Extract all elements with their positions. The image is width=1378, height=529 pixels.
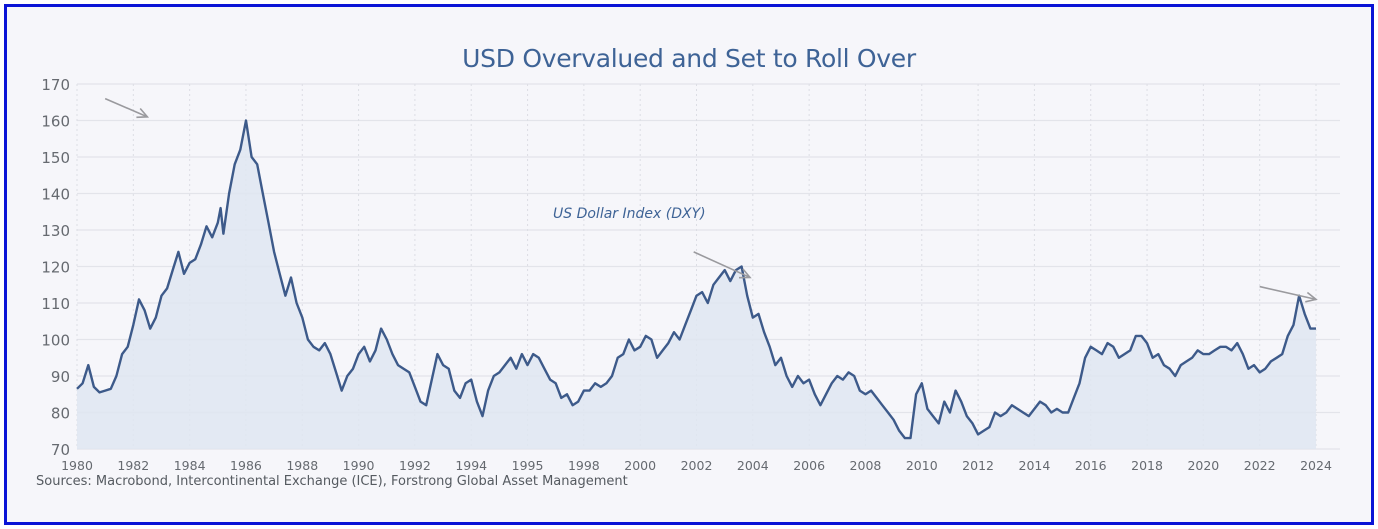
y-tick-label: 90 xyxy=(51,368,70,386)
y-tick-label: 120 xyxy=(41,259,70,277)
x-tick-label: 1982 xyxy=(117,458,149,473)
y-tick-label: 130 xyxy=(41,222,70,240)
sources-note: Sources: Macrobond, Intercontinental Exc… xyxy=(36,474,628,489)
y-axis-ticks: 70 80 90 100 110 120 130 140 150 160 170 xyxy=(41,76,70,459)
x-tick-label: 2022 xyxy=(1244,458,1276,473)
x-tick-label: 2024 xyxy=(1300,458,1332,473)
series-area-fill xyxy=(77,120,1316,449)
x-tick-label: 1984 xyxy=(174,458,206,473)
chart-title: USD Overvalued and Set to Roll Over xyxy=(462,44,916,73)
x-tick-label: 2016 xyxy=(1075,458,1107,473)
x-tick-label: 1988 xyxy=(286,458,318,473)
x-tick-label: 1994 xyxy=(455,458,487,473)
x-tick-label: 2012 xyxy=(962,458,994,473)
x-tick-label: 2018 xyxy=(1131,458,1163,473)
trend-arrow-icon xyxy=(104,97,150,119)
series-line-dxy xyxy=(76,119,1316,440)
x-tick-label: 1998 xyxy=(568,458,600,473)
y-tick-label: 80 xyxy=(51,405,70,423)
y-tick-label: 140 xyxy=(41,186,70,204)
x-tick-label: 2020 xyxy=(1187,458,1219,473)
x-tick-label: 1992 xyxy=(399,458,431,473)
trend-arrow-icon xyxy=(693,251,752,279)
x-tick-label: 2008 xyxy=(850,458,882,473)
x-tick-label: 1986 xyxy=(230,458,262,473)
trend-arrows xyxy=(104,97,1318,303)
x-tick-label: 2000 xyxy=(624,458,656,473)
x-tick-label: 2014 xyxy=(1019,458,1051,473)
trend-arrow-icon xyxy=(1259,285,1318,303)
y-tick-label: 160 xyxy=(41,113,70,131)
x-tick-label: 1995 xyxy=(512,458,544,473)
y-tick-label: 70 xyxy=(51,441,70,459)
x-tick-label: 1990 xyxy=(343,458,375,473)
series-annotation-label: US Dollar Index (DXY) xyxy=(553,206,706,222)
x-tick-label: 2004 xyxy=(737,458,769,473)
x-axis-ticks: 1980 1982 1984 1986 1988 1990 1992 1994 1995 1998… xyxy=(61,458,1332,473)
x-tick-label: 2002 xyxy=(681,458,713,473)
y-tick-label: 170 xyxy=(41,76,70,94)
x-tick-label: 2006 xyxy=(793,458,825,473)
y-tick-label: 150 xyxy=(41,149,70,167)
x-tick-label: 2010 xyxy=(906,458,938,473)
y-tick-label: 100 xyxy=(41,332,70,350)
x-tick-label: 1980 xyxy=(61,458,93,473)
y-tick-label: 110 xyxy=(41,295,70,313)
